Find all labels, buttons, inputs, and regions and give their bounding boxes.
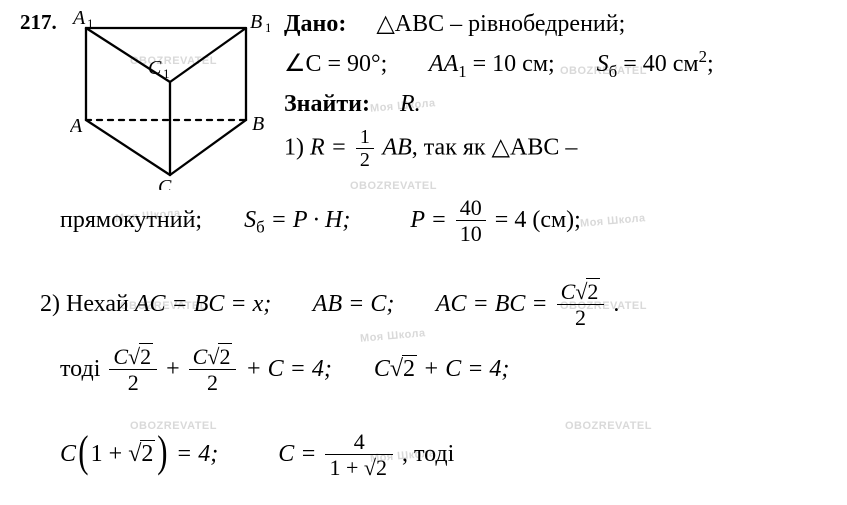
svg-text:1: 1 (163, 66, 170, 81)
find-label: Знайти: (284, 91, 370, 117)
given-block: Дано: △ABC – рівнобедрений; ∠C = 90°; AA… (284, 6, 832, 174)
label-b1: B (250, 11, 262, 33)
svg-text:1: 1 (265, 20, 270, 35)
row-rect: прямокутний; Sб = P · H; P = 40 10 = 4 (… (60, 196, 830, 246)
prism-figure: A1 B1 C1 A B C (70, 10, 270, 190)
given-label: Дано: (284, 11, 346, 37)
label-b: B (252, 113, 264, 135)
svg-text:1: 1 (87, 16, 94, 31)
frac-csqrt2-2-b: C2 2 (109, 345, 157, 395)
row-then: тоді C2 2 + C2 2 + C = 4; C2 + C = 4; (60, 345, 830, 395)
row-step2: 2) Нехай AC = BC = x; AB = C; AC = BC = … (40, 280, 810, 330)
aa1-lhs: AA (429, 51, 458, 77)
given-angle: ∠C = 90°; (284, 51, 387, 77)
given-triangle: △ABC – рівнобедрений; (376, 11, 625, 37)
frac-40-10: 40 10 (456, 196, 486, 246)
label-c: C (158, 176, 172, 190)
label-a1: A (71, 10, 86, 29)
sb-lhs: S (597, 51, 609, 77)
label-a: A (70, 115, 83, 137)
find-what: R. (400, 91, 421, 117)
frac-csqrt2-2-c: C2 2 (189, 345, 237, 395)
frac-csqrt2-2-a: C2 2 (557, 280, 605, 330)
frac-half: 1 2 (356, 126, 374, 172)
watermark: OBOZREVATEL (350, 180, 437, 192)
step1-tail: , так як △ABC – (412, 135, 578, 161)
problem-number: 217. (20, 10, 57, 35)
label-c1: C (148, 57, 162, 79)
step1-lead: 1) (284, 135, 310, 161)
frac-4-over-1sqrt2: 4 1 + 2 (325, 430, 393, 480)
row-final: C(1 + 2) = 4; C = 4 1 + 2 , тоді (60, 430, 830, 480)
